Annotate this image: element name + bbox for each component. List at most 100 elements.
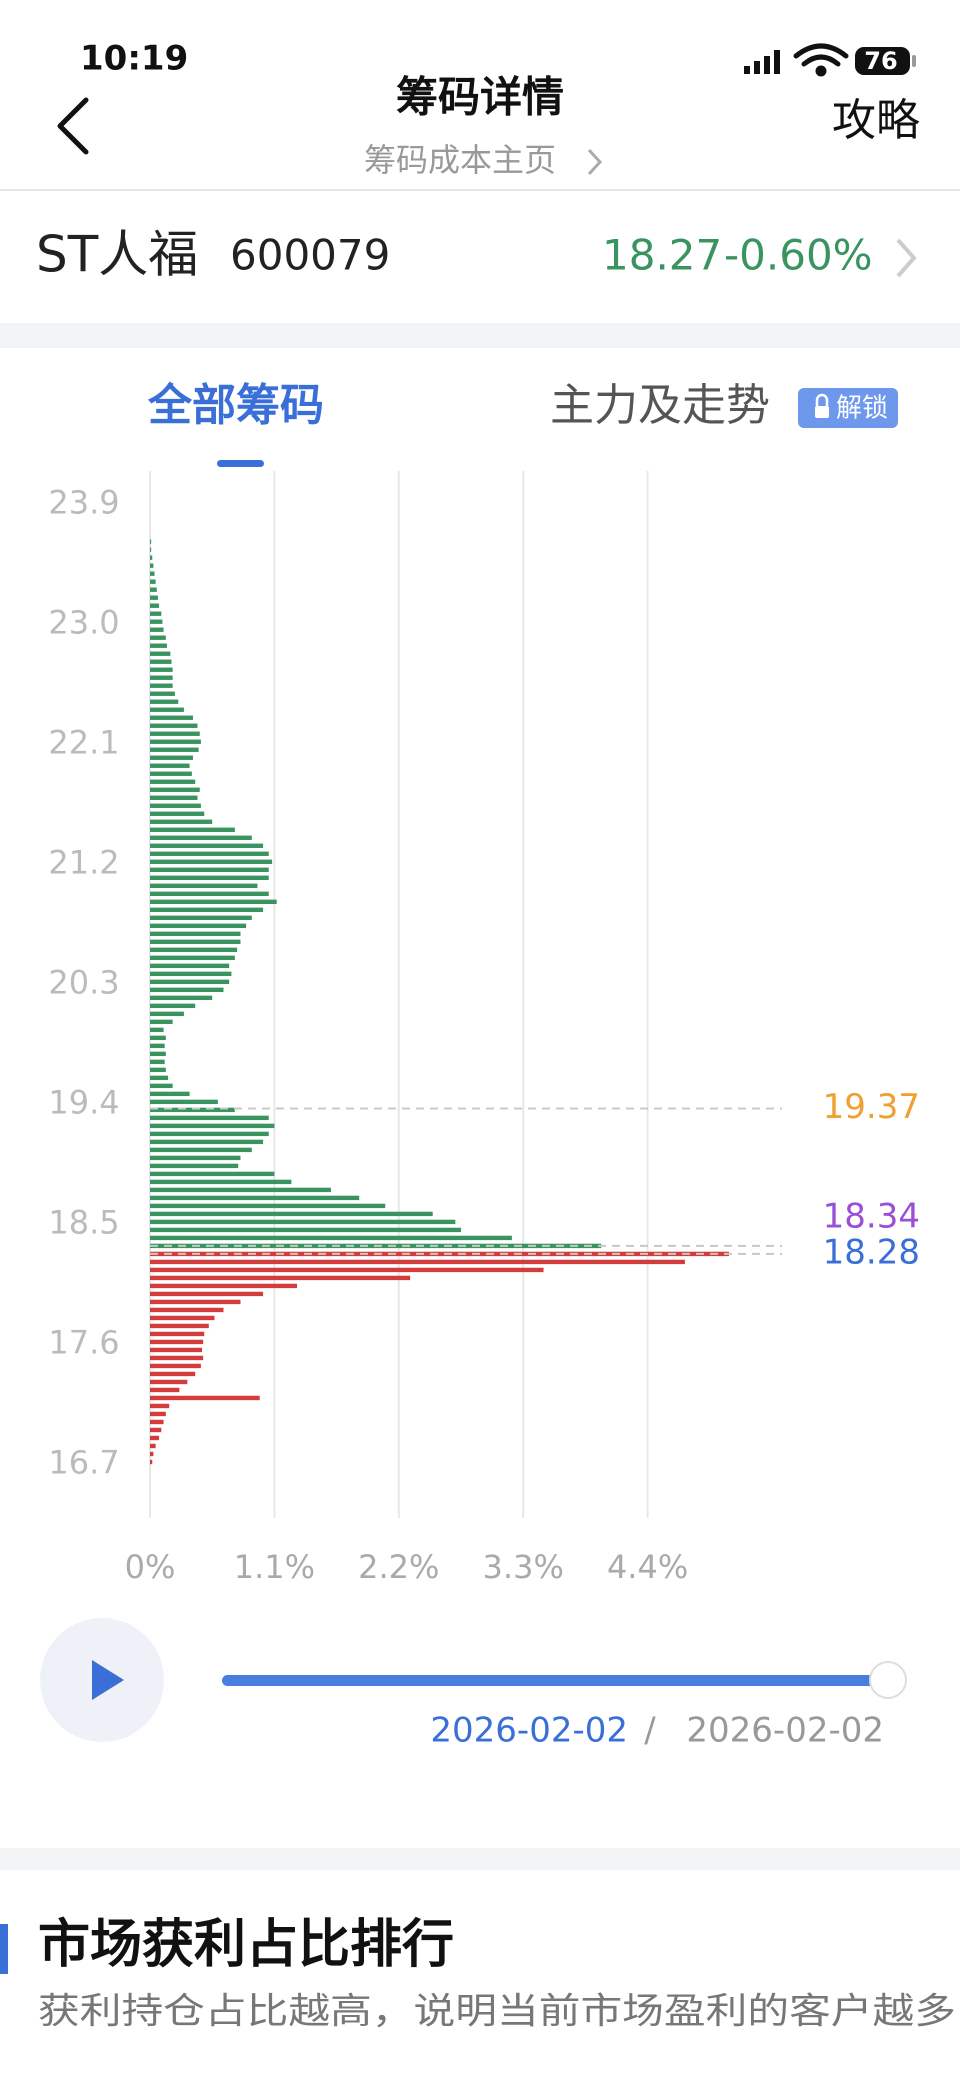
bar — [150, 923, 247, 929]
bar — [150, 1419, 164, 1425]
reference-label: 19.37 — [823, 1087, 920, 1127]
y-tick-label: 18.5 — [48, 1204, 119, 1242]
timeline-knob[interactable] — [869, 1661, 907, 1699]
bar — [150, 1091, 190, 1097]
bar — [150, 963, 230, 969]
bar — [150, 755, 193, 760]
status-time: 10:19 — [80, 39, 188, 79]
y-tick-label: 23.9 — [48, 483, 119, 521]
bar — [150, 1339, 204, 1345]
bar — [150, 1099, 218, 1105]
bar — [150, 1267, 544, 1273]
bar — [150, 1307, 224, 1313]
bar — [150, 1259, 685, 1265]
page-subtitle[interactable]: 筹码成本主页 — [364, 141, 556, 179]
x-tick-label: 3.3% — [483, 1548, 564, 1586]
y-tick-label: 23.0 — [48, 603, 119, 641]
bar — [150, 1403, 170, 1409]
bar — [150, 563, 154, 568]
lock-shackle — [815, 393, 829, 406]
back-button[interactable] — [57, 97, 89, 155]
bar — [150, 747, 199, 752]
lock-icon — [815, 406, 829, 418]
reference-label: 18.28 — [823, 1232, 920, 1272]
bar — [150, 715, 193, 720]
bar — [150, 595, 158, 600]
x-tick-label: 0% — [125, 1548, 176, 1586]
bar — [150, 1075, 169, 1081]
battery-icon — [855, 47, 910, 75]
bar — [150, 795, 198, 800]
bar — [150, 1459, 153, 1465]
bar — [150, 947, 238, 953]
bar — [150, 1323, 209, 1329]
bar — [150, 1139, 264, 1145]
section-title: 市场获利占比排行 — [38, 1915, 454, 1975]
y-tick-label: 22.1 — [48, 723, 119, 761]
play-icon — [92, 1660, 124, 1700]
reference-label: 18.34 — [823, 1196, 920, 1236]
bar — [150, 1203, 386, 1209]
bar — [150, 1251, 730, 1257]
timeline-track — [222, 1675, 888, 1686]
bar — [150, 619, 163, 624]
date-separator: / — [644, 1711, 656, 1751]
bar — [150, 1219, 456, 1225]
bar — [150, 1347, 203, 1353]
x-tick-label: 2.2% — [358, 1548, 439, 1586]
bar — [150, 843, 264, 848]
bar — [150, 603, 160, 608]
bar — [150, 1427, 162, 1433]
bar — [150, 731, 200, 736]
tab[interactable]: 主力及走势 — [550, 380, 770, 431]
tab-indicator — [217, 460, 264, 467]
guide-link[interactable]: 攻略 — [832, 95, 920, 146]
bar — [150, 859, 273, 864]
bar — [150, 1027, 164, 1033]
bar — [150, 675, 173, 680]
stock-price: 18.27 — [602, 231, 722, 280]
bar — [150, 907, 264, 913]
bar — [150, 803, 201, 808]
bar — [150, 779, 196, 784]
bar — [150, 1235, 512, 1241]
bar — [150, 539, 152, 544]
bar — [150, 723, 198, 728]
bar — [150, 667, 173, 672]
bar — [150, 627, 164, 632]
bar — [150, 1043, 165, 1049]
bar — [150, 683, 173, 688]
stock-chevron[interactable] — [896, 238, 917, 278]
bar — [150, 931, 241, 937]
wifi-icon — [793, 43, 849, 77]
battery-level: 76 — [864, 47, 897, 75]
bar — [150, 987, 224, 993]
bar — [150, 1171, 275, 1177]
bar — [150, 699, 179, 704]
x-tick-label: 4.4% — [607, 1548, 688, 1586]
bar — [150, 1187, 331, 1193]
bar — [150, 1331, 205, 1337]
bar — [150, 1003, 196, 1009]
bar — [150, 1395, 260, 1401]
y-tick-label: 21.2 — [48, 843, 119, 881]
bar — [150, 891, 269, 897]
bar — [150, 867, 269, 872]
x-tick-label: 1.1% — [234, 1548, 315, 1586]
bar — [150, 1387, 180, 1393]
bar — [150, 611, 162, 616]
bar — [150, 1299, 241, 1305]
bar — [150, 547, 152, 552]
bar — [150, 771, 192, 776]
tab-active[interactable]: 全部筹码 — [147, 380, 324, 431]
bar — [150, 835, 252, 840]
bar — [150, 971, 232, 977]
y-tick-label: 17.6 — [48, 1324, 119, 1362]
bar — [150, 1291, 264, 1297]
bar — [150, 579, 156, 584]
unlock-label: 解锁 — [836, 394, 888, 424]
bar — [150, 635, 166, 640]
bar — [150, 1379, 188, 1385]
bar — [150, 979, 230, 985]
